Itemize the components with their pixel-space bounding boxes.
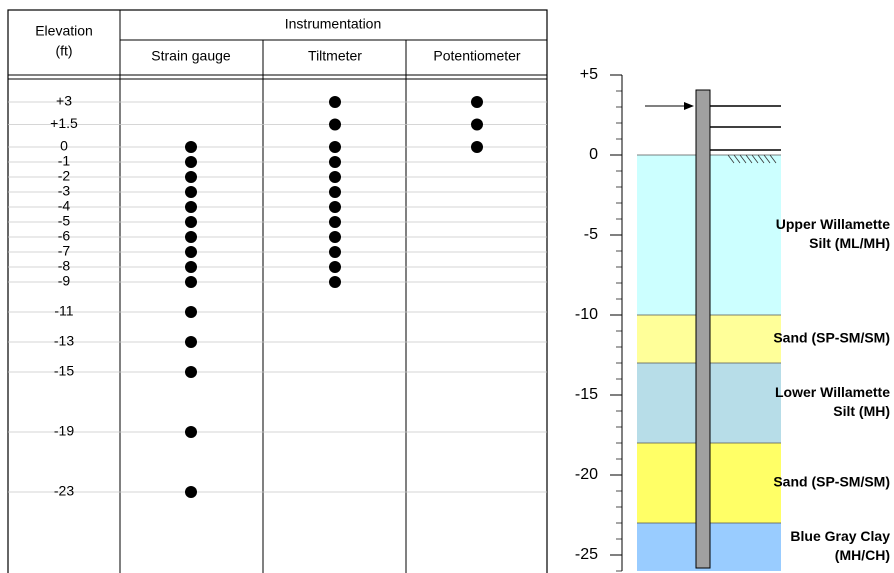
y-tick-label: -15 (575, 386, 598, 403)
y-tick-label: -20 (575, 466, 598, 483)
instrument-dot (329, 201, 341, 213)
layer-label: (MH/CH) (835, 547, 890, 563)
column-header: Tiltmeter (308, 48, 362, 64)
elevation-label: -11 (54, 303, 73, 319)
elevation-label: -3 (58, 183, 71, 199)
instrument-dot (329, 261, 341, 273)
soil-profile: Upper Willamette Silt (ML/MH) Sand (SP-SM/… (575, 66, 890, 571)
elevation-label: -13 (54, 333, 74, 349)
elevation-label: -15 (54, 363, 74, 379)
elevation-label: -4 (58, 198, 71, 214)
layer-label: Blue Gray Clay (790, 528, 890, 544)
pile (696, 90, 710, 568)
y-tick-label: -5 (584, 226, 598, 243)
column-header: Strain gauge (151, 48, 231, 64)
instrument-dot (329, 119, 341, 131)
header-text: Elevation (35, 23, 93, 39)
elevation-label: 0 (60, 138, 68, 154)
arrow-head (684, 102, 694, 110)
header-text: (ft) (55, 43, 72, 59)
instrument-dot (185, 171, 197, 183)
layer-label: Sand (SP-SM/SM) (773, 330, 890, 346)
elevation-label: -8 (58, 258, 71, 274)
instrument-dot (185, 486, 197, 498)
elevation-label: +1.5 (50, 115, 78, 131)
instrument-dot (329, 171, 341, 183)
instrument-dot (329, 156, 341, 168)
layer-label: Sand (SP-SM/SM) (773, 474, 890, 490)
y-tick-label: -10 (575, 306, 598, 323)
instrument-dot (329, 216, 341, 228)
elevation-label: +3 (56, 93, 72, 109)
instrument-dot (185, 186, 197, 198)
table-border (8, 10, 547, 573)
y-tick-label: 0 (589, 146, 598, 163)
instrument-dot (329, 141, 341, 153)
instrument-dot (185, 426, 197, 438)
elevation-label: -19 (54, 423, 74, 439)
instrument-dot (185, 201, 197, 213)
instrument-dot (185, 156, 197, 168)
instrument-dot (471, 119, 483, 131)
y-tick-label: -25 (575, 546, 598, 563)
elevation-label: -9 (58, 273, 71, 289)
instrument-dot (329, 186, 341, 198)
elevation-label: -1 (58, 153, 71, 169)
instrument-dot (185, 246, 197, 258)
layer-label: Silt (MH) (833, 403, 890, 419)
instrument-dot (329, 231, 341, 243)
instrument-dot (185, 276, 197, 288)
instrument-dot (185, 336, 197, 348)
instrument-dot (185, 261, 197, 273)
instrument-dot (185, 366, 197, 378)
elevation-label: -5 (58, 213, 71, 229)
instrument-dot (329, 96, 341, 108)
elevation-label: -23 (54, 483, 74, 499)
instrument-dot (185, 306, 197, 318)
y-tick-label: +5 (580, 66, 598, 83)
layer-label: Silt (ML/MH) (809, 235, 890, 251)
instrument-dot (185, 231, 197, 243)
elevation-label: -6 (58, 228, 71, 244)
instrument-dot (185, 216, 197, 228)
instrument-dot (471, 96, 483, 108)
header-text: Instrumentation (285, 16, 382, 32)
column-header: Potentiometer (433, 48, 520, 64)
elevation-label: -7 (58, 243, 71, 259)
elevation-label: -2 (58, 168, 71, 184)
instrument-dot (471, 141, 483, 153)
layer-label: Lower Willamette (775, 384, 890, 400)
figure: Elevation (ft) Instrumentation +3+1.50-1… (0, 0, 894, 573)
instrument-dot (185, 141, 197, 153)
layer-label: Upper Willamette (776, 216, 890, 232)
instrument-table: Elevation (ft) Instrumentation +3+1.50-1… (8, 10, 547, 573)
instrument-dot (329, 246, 341, 258)
instrument-dot (329, 276, 341, 288)
